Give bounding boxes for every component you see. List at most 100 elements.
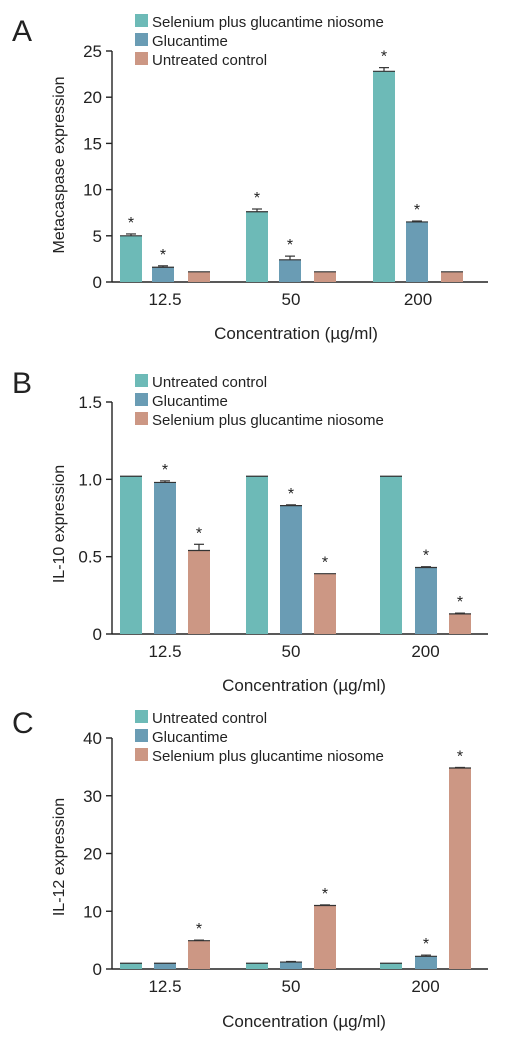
panel-b-bar: [154, 482, 176, 634]
panel-b-bar: [280, 505, 302, 634]
panel-c-y-axis-label: IL-12 expression: [51, 798, 68, 916]
panel-a-y-axis-label: Metacaspase expression: [51, 77, 68, 254]
panel-c-legend-label-3: Selenium plus glucantime niosome: [152, 748, 384, 765]
panel-a-x-tick-label: 50: [282, 290, 301, 309]
panel-c-bar: [380, 963, 402, 969]
panel-c-bar: [120, 963, 142, 969]
panel-c-legend-label-2: Glucantime: [152, 729, 228, 746]
panel-a-significance-marker: *: [128, 215, 134, 232]
panel-a-bar: [314, 271, 336, 282]
panel-b-y-tick-label: 0.5: [78, 548, 102, 567]
panel-a-bar: [279, 259, 301, 282]
panel-b-x-axis-label: Concentration (µg/ml): [222, 676, 386, 695]
panel-c-x-axis-label: Concentration (µg/ml): [222, 1012, 386, 1031]
panel-c-bar: [449, 768, 471, 969]
panel-b-legend-label-1: Untreated control: [152, 374, 267, 391]
panel-b-significance-marker: *: [162, 462, 168, 479]
panel-a-bar: [406, 221, 428, 282]
panel-a-letter: A: [12, 15, 32, 48]
panel-c-legend-swatch-3: [135, 748, 148, 761]
panel-c-letter: C: [12, 707, 34, 740]
panel-a-y-tick-label: 15: [83, 134, 102, 153]
panel-a-significance-marker: *: [160, 247, 166, 264]
panel-a-legend-label-1: Selenium plus glucantime niosome: [152, 14, 384, 31]
panel-b-legend-swatch-3: [135, 412, 148, 425]
panel-b-x-tick-label: 50: [282, 642, 301, 661]
panel-b-legend-swatch-2: [135, 393, 148, 406]
panel-c-bar: [246, 963, 268, 969]
panel-a-x-tick-label: 200: [404, 290, 432, 309]
panel-b-y-tick-label: 0: [93, 625, 102, 644]
panel-c-bar: [314, 905, 336, 969]
panel-b-bar: [314, 573, 336, 634]
panel-a-x-tick-label: 12.5: [148, 290, 181, 309]
panel-c-y-tick-label: 30: [83, 787, 102, 806]
panel-b-legend-label-2: Glucantime: [152, 393, 228, 410]
panel-c-y-tick-label: 0: [93, 960, 102, 979]
panel-c-plot: 0 10 20 30 40 12.5 50 200 * * * *: [83, 710, 488, 996]
panel-a-legend-label-2: Glucantime: [152, 33, 228, 50]
panel-b-significance-marker: *: [457, 594, 463, 611]
panel-a-y-tick-label: 10: [83, 181, 102, 200]
panel-b-bar: [120, 476, 142, 634]
panel-c-legend-swatch-2: [135, 729, 148, 742]
panel-b-significance-marker: *: [322, 555, 328, 572]
panel-c-x-tick-label: 50: [282, 977, 301, 996]
panel-b-bar: [380, 476, 402, 634]
panel-b-bar: [188, 550, 210, 634]
panel-a-significance-marker: *: [414, 202, 420, 219]
panel-a-legend-swatch-3: [135, 52, 148, 65]
panel-b-legend-swatch-1: [135, 374, 148, 387]
panel-c-significance-marker: *: [322, 886, 328, 903]
panel-a: A Selenium plus glucantime niosome Gluca…: [12, 14, 488, 343]
panel-b-bar: [449, 613, 471, 634]
panel-b-plot: 0 0.5 1.0 1.5 12.5 50 200 * * * * * *: [78, 374, 488, 661]
panel-c-legend-swatch-1: [135, 710, 148, 723]
panel-a-legend-label-3: Untreated control: [152, 52, 267, 69]
panel-b: B Untreated control Glucantime Selenium …: [12, 367, 488, 695]
panel-c-y-tick-label: 40: [83, 729, 102, 748]
panel-a-y-tick-label: 20: [83, 88, 102, 107]
panel-b-x-tick-label: 200: [411, 642, 439, 661]
panel-a-plot: 0 5 10 15 20 25 12.5 50 200 * * * * * *: [83, 14, 488, 309]
panel-c-bar: [154, 963, 176, 969]
panel-c-y-tick-label: 20: [83, 845, 102, 864]
panel-b-x-tick-label: 12.5: [148, 642, 181, 661]
panel-c-x-tick-label: 200: [411, 977, 439, 996]
panel-b-y-axis-label: IL-10 expression: [51, 465, 68, 583]
panel-a-bar: [441, 271, 463, 282]
panel-a-bar: [373, 71, 395, 282]
panel-a-bar: [188, 271, 210, 282]
panel-c: C Untreated control Glucantime Selenium …: [12, 707, 488, 1031]
panel-c-significance-marker: *: [196, 921, 202, 938]
panel-c-bar: [415, 956, 437, 969]
panel-a-bar: [246, 211, 268, 282]
panel-c-y-tick-label: 10: [83, 902, 102, 921]
panel-c-significance-marker: *: [423, 936, 429, 953]
panel-c-bar: [280, 962, 302, 969]
panel-a-bar: [120, 235, 142, 282]
panel-a-significance-marker: *: [381, 49, 387, 66]
panel-a-significance-marker: *: [254, 190, 260, 207]
panel-a-x-axis-label: Concentration (µg/ml): [214, 324, 378, 343]
panel-b-y-tick-label: 1.5: [78, 393, 102, 412]
panel-b-significance-marker: *: [423, 548, 429, 565]
panel-a-legend-swatch-1: [135, 14, 148, 27]
panel-c-legend-label-1: Untreated control: [152, 710, 267, 727]
panel-a-legend-swatch-2: [135, 33, 148, 46]
panel-c-bar: [188, 940, 210, 969]
panel-a-y-tick-label: 25: [83, 42, 102, 61]
panel-b-significance-marker: *: [196, 525, 202, 542]
panel-b-legend-label-3: Selenium plus glucantime niosome: [152, 412, 384, 429]
panel-b-y-tick-label: 1.0: [78, 470, 102, 489]
panel-a-y-tick-label: 5: [93, 227, 102, 246]
panel-b-letter: B: [12, 367, 32, 400]
panel-b-significance-marker: *: [288, 486, 294, 503]
panel-a-y-tick-label: 0: [93, 273, 102, 292]
panel-b-bar: [246, 476, 268, 634]
panel-c-x-tick-label: 12.5: [148, 977, 181, 996]
panel-b-bar: [415, 567, 437, 634]
panel-a-bar: [152, 267, 174, 282]
panel-a-significance-marker: *: [287, 237, 293, 254]
